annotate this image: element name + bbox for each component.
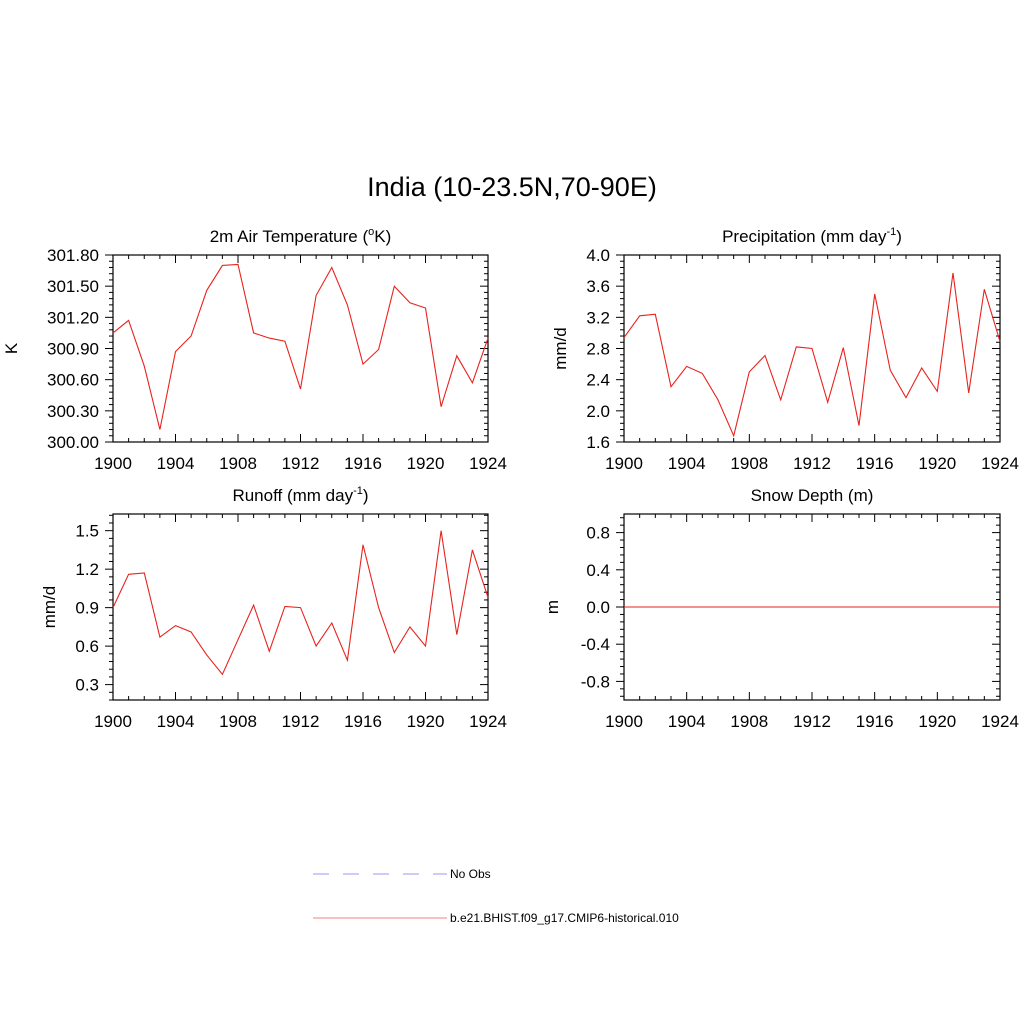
x-tick-label: 1908 <box>730 712 768 731</box>
y-tick-label: 1.6 <box>586 433 610 452</box>
y-tick-label: 300.30 <box>47 402 99 421</box>
x-tick-label: 1904 <box>157 454 195 473</box>
y-tick-label: 1.5 <box>75 522 99 541</box>
y-tick-label: 301.50 <box>47 277 99 296</box>
y-tick-label: -0.8 <box>581 672 610 691</box>
x-tick-label: 1904 <box>668 454 706 473</box>
x-tick-label: 1916 <box>856 712 894 731</box>
y-tick-label: 0.4 <box>586 561 610 580</box>
y-tick-label: -0.4 <box>581 635 610 654</box>
y-tick-label: 0.6 <box>75 637 99 656</box>
legend-label: b.e21.BHIST.f09_g17.CMIP6-historical.010 <box>450 911 679 925</box>
series-line <box>623 272 1001 438</box>
x-tick-label: 1900 <box>94 454 132 473</box>
x-tick-label: 1920 <box>407 454 445 473</box>
y-axis-label: mm/d <box>551 327 570 370</box>
x-tick-label: 1920 <box>918 712 956 731</box>
chart-title: Snow Depth (m) <box>751 486 874 505</box>
y-tick-label: 300.90 <box>47 340 99 359</box>
x-tick-label: 1924 <box>469 712 507 731</box>
x-tick-label: 1900 <box>605 454 643 473</box>
x-tick-label: 1920 <box>918 454 956 473</box>
y-tick-label: 2.8 <box>586 340 610 359</box>
chart-panel-4: Snow Depth (m) m 1900 1904 1908 1912 1916 1920 1… <box>543 486 1019 731</box>
x-tick-label: 1904 <box>668 712 706 731</box>
x-tick-label: 1908 <box>219 712 257 731</box>
y-axis-label: K <box>2 342 21 354</box>
x-tick-label: 1904 <box>157 712 195 731</box>
y-tick-label: 300.60 <box>47 371 99 390</box>
x-tick-label: 1908 <box>219 454 257 473</box>
x-tick-label: 1900 <box>94 712 132 731</box>
x-tick-label: 1912 <box>282 454 320 473</box>
x-tick-label: 1900 <box>605 712 643 731</box>
chart-title: 2m Air Temperature (oK) <box>210 226 392 246</box>
y-tick-label: 0.3 <box>75 676 99 695</box>
x-tick-label: 1912 <box>793 454 831 473</box>
x-tick-label: 1912 <box>282 712 320 731</box>
y-tick-label: 4.0 <box>586 246 610 265</box>
series-line <box>112 263 489 430</box>
y-tick-label: 3.2 <box>586 308 610 327</box>
legend: No Obs b.e21.BHIST.f09_g17.CMIP6-historic… <box>313 867 679 925</box>
x-tick-label: 1916 <box>856 454 894 473</box>
chart-panel-1: 2m Air Temperature (oK) K 1900 1904 1908 1912… <box>2 226 507 473</box>
chart-title: Precipitation (mm day-1) <box>722 226 902 246</box>
y-tick-label: 0.8 <box>586 524 610 543</box>
y-tick-label: 2.0 <box>586 402 610 421</box>
y-tick-label: 0.0 <box>586 598 610 617</box>
y-tick-label: 300.00 <box>47 433 99 452</box>
x-tick-label: 1912 <box>793 712 831 731</box>
x-tick-label: 1916 <box>344 712 382 731</box>
x-tick-label: 1908 <box>730 454 768 473</box>
chart-panel-3: Runoff (mm day-1) mm/d 1900 1904 1908 1912 191… <box>40 485 507 731</box>
y-axis-label: mm/d <box>40 586 59 629</box>
y-axis-label: m <box>543 600 562 614</box>
y-tick-label: 301.20 <box>47 308 99 327</box>
series-line <box>112 530 489 676</box>
chart-panel-2: Precipitation (mm day-1) mm/d 1900 1904 1908… <box>551 226 1019 473</box>
chart-title: Runoff (mm day-1) <box>232 485 368 505</box>
x-tick-label: 1924 <box>981 712 1019 731</box>
plot-frame <box>112 513 489 701</box>
y-tick-label: 3.6 <box>586 277 610 296</box>
x-tick-label: 1924 <box>981 454 1019 473</box>
y-tick-label: 301.80 <box>47 246 99 265</box>
x-tick-label: 1924 <box>469 454 507 473</box>
x-tick-label: 1920 <box>407 712 445 731</box>
x-tick-label: 1916 <box>344 454 382 473</box>
y-tick-label: 1.2 <box>75 560 99 579</box>
y-tick-label: 0.9 <box>75 599 99 618</box>
page-title: India (10-23.5N,70-90E) <box>367 172 657 202</box>
legend-label: No Obs <box>450 867 491 881</box>
y-tick-label: 2.4 <box>586 371 610 390</box>
